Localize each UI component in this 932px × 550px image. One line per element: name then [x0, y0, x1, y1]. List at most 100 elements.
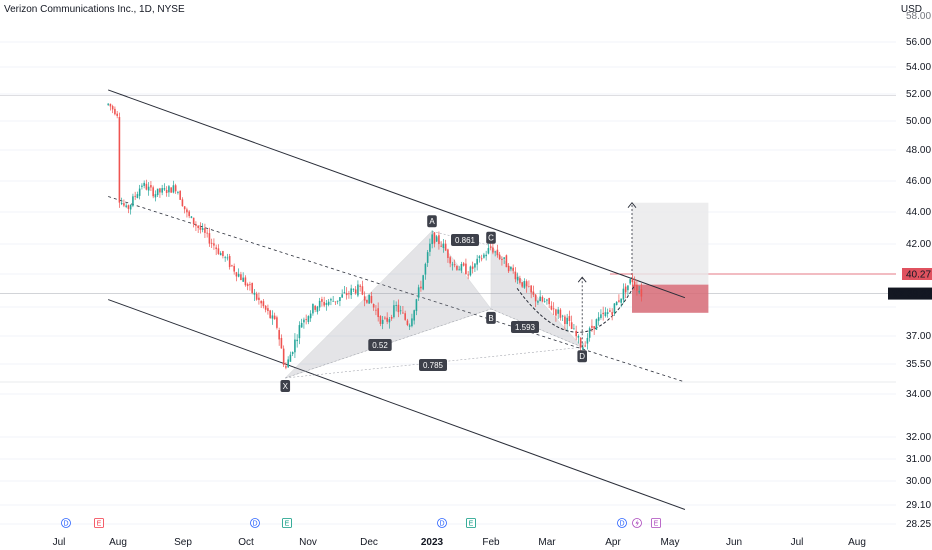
candle-body-135 — [411, 318, 413, 327]
candle-132 — [404, 310, 406, 321]
event-badge-text-6: D — [619, 521, 624, 528]
event-badge-7: E — [651, 518, 661, 528]
time-axis: Jul Aug Sep Oct Nov Dec 2023 Feb Mar Apr May Jun Jul… — [53, 537, 866, 548]
candle-body-196 — [548, 297, 550, 305]
candle-77 — [280, 334, 283, 349]
candle-body-183 — [519, 278, 521, 283]
candle-body-181 — [514, 271, 517, 280]
candle-body-202 — [561, 315, 564, 317]
candle-body-164 — [476, 258, 478, 265]
candle-38 — [192, 217, 195, 228]
candle-196 — [548, 297, 550, 309]
candle-body-113 — [361, 286, 364, 295]
event-badge-text-1: E — [97, 521, 102, 528]
candle-body-175 — [501, 259, 503, 260]
candle-104 — [341, 289, 343, 299]
candle-47 — [213, 238, 215, 250]
candle-body-222 — [606, 312, 609, 314]
candle-body-21 — [154, 194, 157, 198]
candle-body-83 — [294, 339, 296, 353]
candle-body-10 — [129, 204, 132, 210]
channel-lower-line — [107, 299, 686, 510]
candle-body-60 — [242, 277, 244, 282]
candle-body-73 — [271, 315, 274, 319]
x-tick-6: 2023 — [421, 537, 444, 548]
candle-body-206 — [570, 322, 573, 329]
candle-body-107 — [348, 293, 350, 295]
candle-body-129 — [397, 304, 400, 313]
candle-39 — [195, 221, 197, 231]
candle-body-224 — [611, 312, 613, 315]
candle-body-163 — [474, 263, 476, 268]
candle-body-45 — [208, 233, 211, 244]
candle-141 — [424, 262, 427, 280]
candle-body-47 — [213, 243, 215, 246]
channel-mid-line — [108, 196, 686, 383]
candle-body-22 — [156, 188, 159, 196]
candle-body-37 — [190, 216, 193, 218]
candle-body-51 — [222, 251, 224, 257]
candle-body-89 — [307, 316, 310, 322]
candle-11 — [132, 193, 134, 208]
candle-body-194 — [543, 301, 546, 303]
candle-body-150 — [444, 243, 447, 251]
candle-18 — [147, 182, 150, 196]
candle-body-28 — [170, 187, 172, 193]
candle-117 — [370, 291, 373, 304]
candle-57 — [235, 271, 238, 282]
candle-body-56 — [233, 265, 235, 272]
candle-230 — [624, 283, 627, 299]
candle-235 — [636, 279, 638, 296]
candle-128 — [395, 301, 397, 312]
candle-168 — [485, 250, 487, 261]
candle-114 — [363, 291, 366, 307]
ratio-label-2-text: 1.593 — [515, 323, 536, 332]
candle-body-128 — [395, 305, 397, 306]
candle-body-15 — [141, 185, 143, 187]
candle-body-66 — [255, 293, 258, 300]
candle-body-86 — [300, 322, 303, 328]
candle-167 — [483, 252, 485, 259]
candle-157 — [460, 261, 463, 274]
candle-body-32 — [179, 190, 181, 200]
candle-179 — [510, 266, 512, 272]
candle-body-31 — [177, 192, 179, 193]
candle-171 — [492, 242, 494, 255]
candle-40 — [197, 225, 199, 233]
ratio-label-0: 0.861 — [451, 234, 479, 246]
candle-body-5 — [118, 117, 121, 203]
candle-body-140 — [422, 275, 424, 290]
candle-body-3 — [114, 108, 116, 115]
candle-body-39 — [195, 224, 197, 226]
candle-19 — [150, 181, 152, 191]
candle-133 — [406, 318, 409, 327]
candle-60 — [242, 272, 244, 282]
candle-45 — [208, 227, 211, 247]
candle-52 — [224, 255, 226, 262]
event-badge-5: E — [466, 518, 476, 528]
candle-1 — [109, 103, 112, 111]
candle-body-74 — [273, 315, 276, 320]
candle-123 — [384, 316, 386, 320]
candle-body-142 — [426, 252, 429, 263]
candle-body-90 — [309, 313, 312, 319]
candle-143 — [429, 238, 431, 257]
y-tick-15: 30.00 — [906, 476, 931, 487]
candle-138 — [417, 284, 420, 301]
candle-90 — [309, 310, 312, 322]
candle-body-117 — [370, 295, 373, 303]
candle-216 — [593, 325, 595, 335]
candle-193 — [541, 295, 544, 303]
candle-178 — [507, 263, 510, 273]
candle-67 — [258, 292, 260, 305]
candle-147 — [438, 231, 440, 250]
candle-201 — [559, 308, 562, 321]
candle-187 — [528, 280, 530, 288]
candle-237 — [640, 283, 643, 302]
candle-203 — [564, 314, 566, 330]
candle-152 — [449, 255, 451, 268]
candle-26 — [165, 186, 168, 197]
candle-body-171 — [492, 247, 494, 253]
